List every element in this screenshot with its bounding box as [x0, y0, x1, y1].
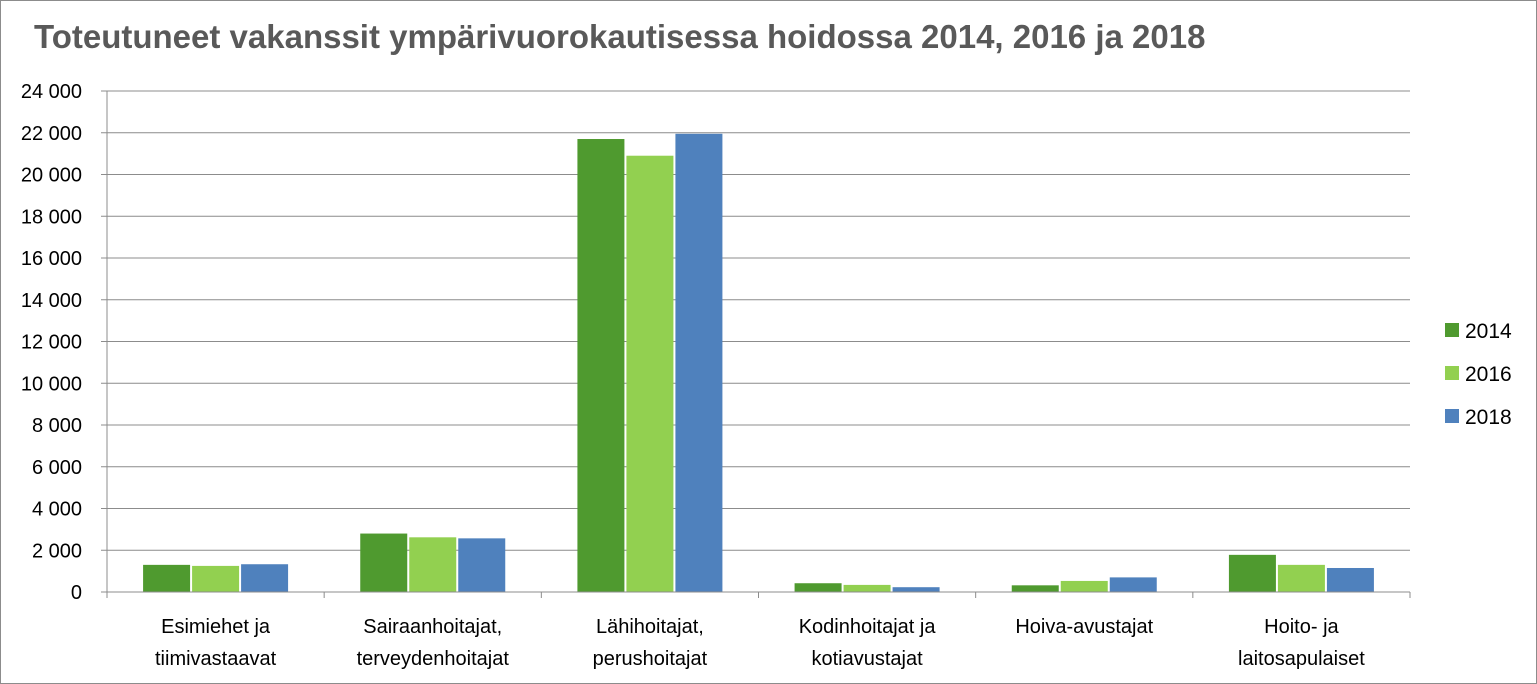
bar: [843, 584, 891, 592]
bar: [1109, 577, 1157, 592]
y-tick-label: 2 000: [32, 540, 82, 562]
bar: [1011, 585, 1059, 592]
bar: [577, 139, 625, 592]
category-label: Hoito- ja laitosapulaiset: [1238, 616, 1365, 670]
category-label: Esimiehet ja tiimivastaavat: [155, 616, 277, 670]
legend-label: 2014: [1465, 320, 1512, 343]
category-label: Hoiva-avustajat: [1015, 616, 1153, 638]
legend-swatch: [1445, 323, 1459, 337]
y-tick-label: 12 000: [21, 332, 82, 354]
bar: [143, 564, 191, 592]
y-tick-label: 8 000: [32, 415, 82, 437]
bar: [458, 538, 506, 592]
bar: [675, 133, 723, 592]
bar: [892, 587, 940, 592]
category-label: Sairaanhoitajat, terveydenhoitajat: [357, 616, 510, 670]
y-tick-label: 4 000: [32, 499, 82, 521]
y-tick-label: 16 000: [21, 248, 82, 270]
bar: [360, 533, 408, 592]
bar: [794, 583, 842, 592]
bar: [1228, 554, 1276, 592]
y-tick-label: 0: [71, 582, 82, 604]
y-tick-label: 14 000: [21, 290, 82, 312]
y-tick-label: 10 000: [21, 373, 82, 395]
y-tick-label: 24 000: [21, 81, 82, 103]
legend-label: 2018: [1465, 406, 1512, 429]
chart-title: Toteutuneet vakanssit ympärivuorokautise…: [34, 18, 1206, 55]
y-tick-label: 6 000: [32, 457, 82, 479]
bar: [626, 155, 674, 592]
bar: [409, 537, 457, 592]
legend-swatch: [1445, 366, 1459, 380]
legend-label: 2016: [1465, 363, 1512, 386]
bar: [192, 565, 240, 592]
y-tick-label: 20 000: [21, 165, 82, 187]
bar: [241, 564, 289, 592]
category-label: Lähihoitajat, perushoitajat: [593, 616, 708, 670]
bar: [1277, 564, 1325, 592]
y-tick-label: 22 000: [21, 123, 82, 145]
bar: [1326, 567, 1374, 592]
y-tick-label: 18 000: [21, 206, 82, 228]
legend-swatch: [1445, 409, 1459, 423]
category-label: Kodinhoitajat ja kotiavustajat: [799, 616, 937, 670]
bar: [1060, 580, 1108, 592]
